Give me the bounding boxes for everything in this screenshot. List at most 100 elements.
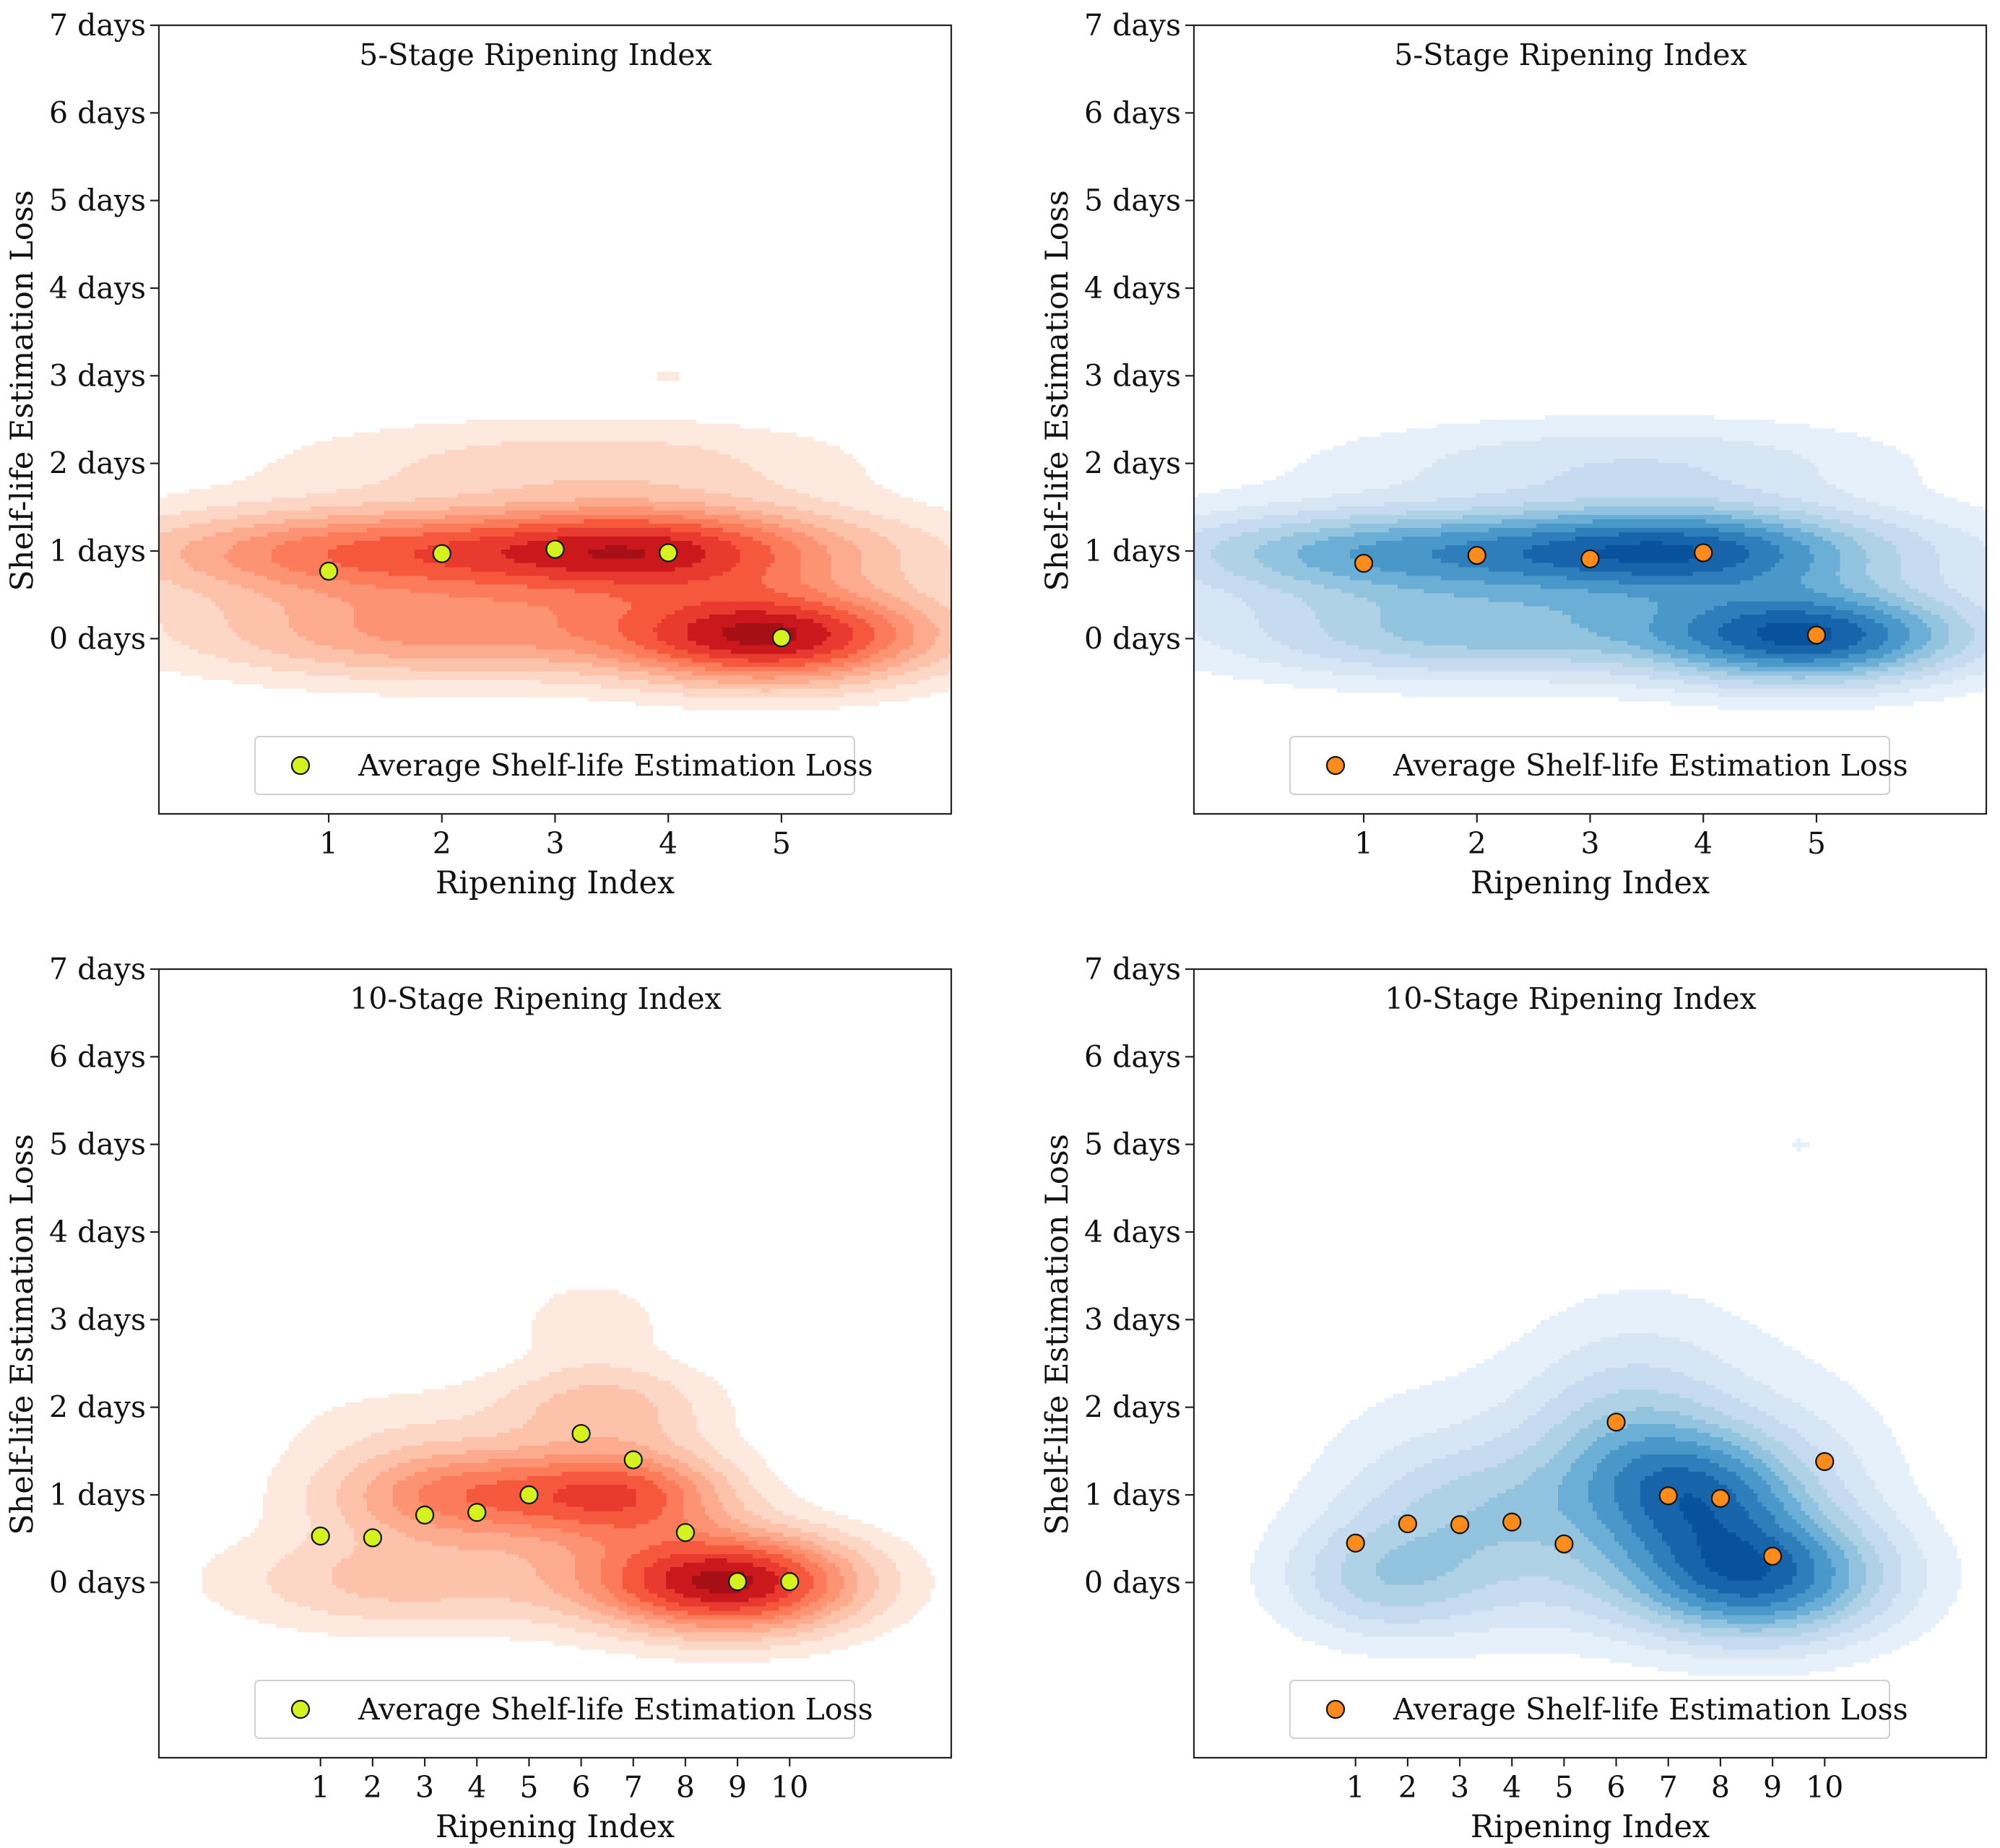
plot-frame [1192, 968, 1988, 1759]
y-axis-label: Shelf-life Estimation Loss [1039, 1134, 1075, 1535]
density-contours [1194, 415, 1986, 711]
plot-frame [157, 968, 953, 1759]
x-tick-label: 10 [1806, 1770, 1843, 1805]
x-tick-label: 1 [1346, 1770, 1365, 1805]
x-tick-label: 1 [319, 826, 338, 861]
density-level-2 [159, 441, 951, 698]
density-level-4 [181, 498, 940, 685]
y-tick-label: 4 days [1084, 271, 1181, 305]
chart-panel-1: 7 days 6 days 5 days 4 days 3 days 2 days 1 da… [4, 8, 953, 901]
data-point [727, 1572, 748, 1592]
density-contours [202, 1290, 935, 1663]
data-point [1658, 1486, 1678, 1506]
density-level-1 [202, 1290, 935, 1663]
y-tick-label: 7 days [49, 8, 146, 43]
legend-marker [290, 1699, 311, 1719]
y-tick-label: 3 days [1084, 358, 1181, 393]
y-tick-label: 0 days [49, 1565, 146, 1600]
data-point [1606, 1413, 1626, 1432]
data-point [571, 1423, 591, 1444]
data-point [659, 543, 678, 563]
density-level-8 [553, 1485, 797, 1611]
x-tick-label: 2 [1468, 826, 1486, 861]
y-tick-label: 2 days [49, 446, 146, 481]
x-tick-label: 5 [1554, 1770, 1573, 1805]
x-axis-label: Ripening Index [436, 865, 675, 901]
chart-panel-3: 7 days 6 days 5 days 4 days 3 days 2 days 1 da… [4, 952, 953, 1845]
density-level-6 [419, 1463, 827, 1620]
x-tick-label: 2 [1398, 1770, 1417, 1805]
y-tick-label: 5 days [1084, 1127, 1181, 1162]
density-level-10 [1679, 1493, 1771, 1581]
data-point [1694, 543, 1713, 563]
y-tick-label: 0 days [1084, 621, 1181, 656]
x-tick-label: 3 [1580, 826, 1599, 861]
x-tick-label: 4 [1694, 826, 1713, 861]
y-tick-label: 5 days [1084, 183, 1181, 218]
data-point [1450, 1515, 1470, 1535]
x-tick-label: 10 [771, 1770, 808, 1805]
x-tick-label: 9 [728, 1770, 747, 1805]
x-tick-label: 4 [467, 1770, 486, 1805]
density-level-7 [328, 519, 875, 667]
y-tick-label: 3 days [1084, 1302, 1181, 1337]
data-point [319, 561, 339, 581]
y-tick-label: 0 days [1084, 1565, 1181, 1600]
data-point [363, 1528, 383, 1548]
scatter-points [319, 539, 792, 648]
density-level-6 [1558, 1424, 1849, 1624]
scatter-points [311, 1423, 800, 1592]
data-point [1554, 1534, 1574, 1554]
y-tick-label: 2 days [1084, 446, 1181, 481]
data-point [1806, 625, 1827, 645]
data-point [1815, 1452, 1835, 1471]
y-tick-label: 0 days [49, 621, 146, 656]
legend-marker [1325, 755, 1346, 776]
x-tick-label: 1 [1354, 826, 1373, 861]
x-tick-label: 5 [519, 1770, 538, 1805]
x-axis-label: Ripening Index [1471, 865, 1710, 901]
x-tick-label: 2 [433, 826, 451, 861]
data-point [1710, 1488, 1731, 1508]
data-point [1467, 545, 1486, 565]
x-tick-label: 5 [772, 826, 791, 861]
legend-box [1289, 1680, 1890, 1739]
density-level-8 [415, 528, 853, 663]
data-point [675, 1523, 696, 1543]
y-tick-label: 6 days [49, 1039, 146, 1074]
legend-box [254, 736, 855, 795]
density-level-1 [159, 372, 951, 711]
y-tick-label: 1 days [1084, 1478, 1181, 1512]
y-tick-label: 6 days [1084, 1039, 1181, 1074]
legend: Average Shelf-life Estimation Loss [1289, 1680, 1908, 1739]
legend-box [1289, 736, 1890, 795]
x-tick-label: 8 [1711, 1770, 1730, 1805]
data-point [1354, 553, 1374, 573]
chart-title: 5-Stage Ripening Index [1394, 38, 1746, 72]
data-point [1502, 1512, 1522, 1532]
x-tick-label: 3 [415, 1770, 434, 1805]
x-tick-label: 5 [1807, 826, 1826, 861]
data-point [519, 1485, 539, 1505]
y-tick-label: 1 days [1084, 534, 1181, 568]
data-point [415, 1505, 435, 1525]
density-level-8 [1614, 1454, 1814, 1607]
data-point [311, 1526, 330, 1546]
density-level-5 [1376, 1407, 1866, 1633]
y-tick-label: 6 days [49, 95, 146, 130]
legend-marker [290, 755, 311, 776]
x-tick-label: 8 [676, 1770, 695, 1805]
data-point [1580, 549, 1600, 569]
legend-marker [1325, 1699, 1346, 1719]
y-axis-label: Shelf-life Estimation Loss [4, 1134, 40, 1535]
density-level-1 [1250, 1138, 1962, 1676]
density-level-7 [1588, 1437, 1836, 1615]
data-point [432, 544, 451, 563]
legend: Average Shelf-life Estimation Loss [254, 736, 873, 795]
x-tick-label: 6 [1607, 1770, 1626, 1805]
density-level-9 [666, 1558, 779, 1602]
legend-box [254, 1680, 855, 1739]
x-axis-label: Ripening Index [436, 1809, 675, 1845]
x-tick-label: 7 [1659, 1770, 1678, 1805]
